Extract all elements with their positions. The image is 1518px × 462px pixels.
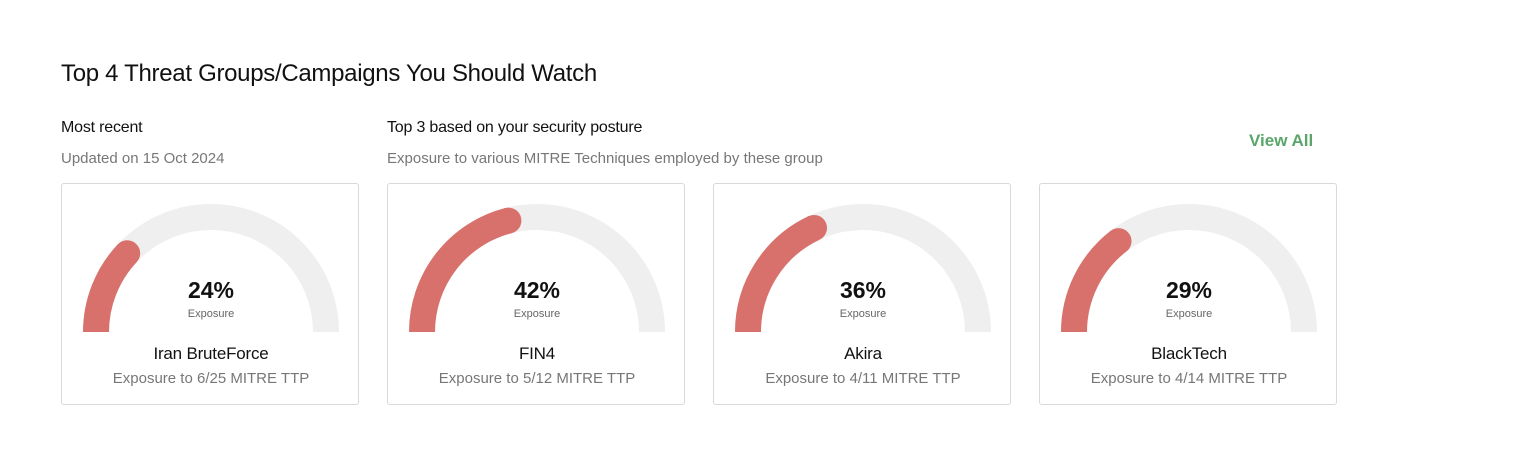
threat-card-fin4[interactable]: 42% Exposure FIN4 Exposure to 5/12 MITRE… xyxy=(387,183,685,405)
exposure-percent: 36% xyxy=(839,277,887,303)
threat-group-name: BlackTech xyxy=(1151,344,1227,363)
exposure-gauge xyxy=(409,204,665,333)
gauge-end-cap xyxy=(1105,228,1132,255)
gauge-end-cap xyxy=(801,214,828,241)
gauge-fill xyxy=(409,208,512,333)
threat-group-name: Iran BruteForce xyxy=(153,344,269,363)
ttp-exposure-detail: Exposure to 5/12 MITRE TTP xyxy=(438,370,636,387)
exposure-gauge xyxy=(1061,204,1317,333)
threat-card-akira[interactable]: 36% Exposure Akira Exposure to 4/11 MITR… xyxy=(713,183,1011,405)
threat-group-name: Akira xyxy=(844,344,882,363)
exposure-label: Exposure xyxy=(839,308,887,320)
exposure-gauge xyxy=(83,204,339,333)
threat-card-blacktech[interactable]: 29% Exposure BlackTech Exposure to 4/14 … xyxy=(1039,183,1337,405)
exposure-gauge xyxy=(735,204,991,333)
ttp-exposure-detail: Exposure to 4/11 MITRE TTP xyxy=(765,370,961,387)
gauge-end-cap xyxy=(114,240,141,267)
gauge-end-cap xyxy=(495,207,522,234)
view-all-link[interactable]: View All xyxy=(1249,131,1314,150)
most-recent-title: Most recent xyxy=(61,119,143,136)
exposure-label: Exposure xyxy=(187,308,235,320)
updated-date: Updated on 15 Oct 2024 xyxy=(61,150,225,167)
top3-subtitle: Exposure to various MITRE Techniques emp… xyxy=(387,150,823,167)
threat-card-iran-bruteforce[interactable]: 24% Exposure Iran BruteForce Exposure to… xyxy=(61,183,359,405)
top3-title: Top 3 based on your security posture xyxy=(387,119,643,136)
ttp-exposure-detail: Exposure to 4/14 MITRE TTP xyxy=(1090,370,1288,387)
ttp-exposure-detail: Exposure to 6/25 MITRE TTP xyxy=(112,370,310,387)
exposure-percent: 24% xyxy=(187,277,235,303)
exposure-percent: 29% xyxy=(1165,277,1213,303)
gauge-fill xyxy=(735,216,820,333)
exposure-label: Exposure xyxy=(513,308,561,320)
page-title: Top 4 Threat Groups/Campaigns You Should… xyxy=(61,60,597,87)
exposure-percent: 42% xyxy=(513,277,561,303)
threat-group-name: FIN4 xyxy=(518,344,556,363)
exposure-label: Exposure xyxy=(1165,308,1213,320)
